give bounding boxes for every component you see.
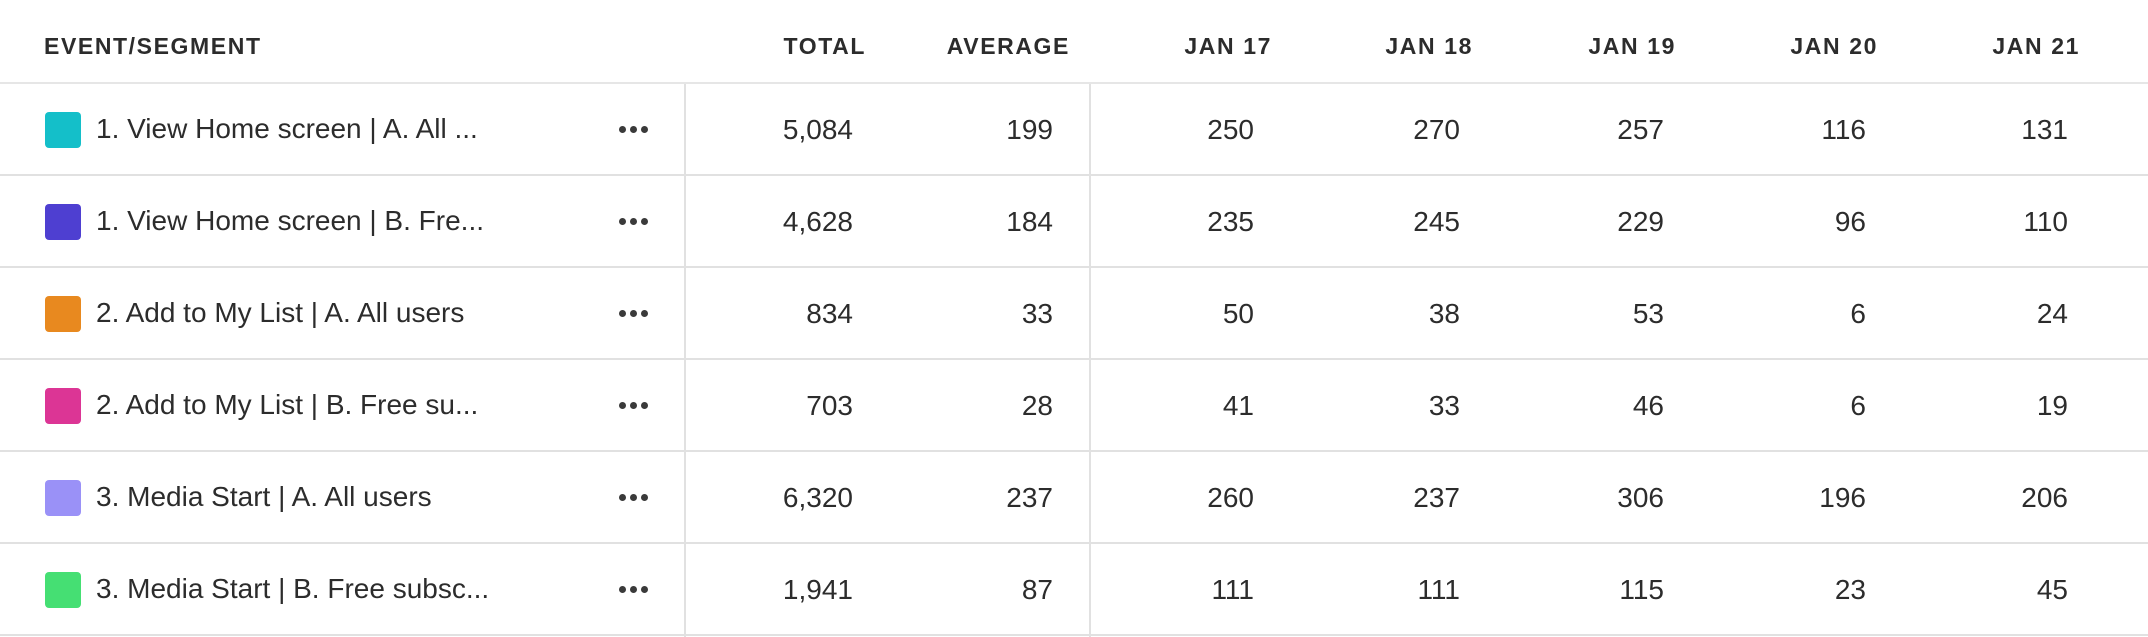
cell-day-value: 306	[1617, 482, 1664, 513]
more-horizontal-icon[interactable]	[610, 390, 654, 420]
more-dot	[630, 126, 637, 133]
cell-day-value: 237	[1413, 482, 1460, 513]
table-row[interactable]: 1. View Home screen | B. Fre... 4,628 184 2…	[0, 176, 2148, 268]
more-dot	[619, 310, 626, 317]
cell-day-value: 131	[2021, 114, 2068, 145]
more-dot	[619, 494, 626, 501]
cell-day-value: 270	[1413, 114, 1460, 145]
more-dot	[619, 126, 626, 133]
cell-day-value: 257	[1617, 114, 1664, 145]
cell-average: 28	[1021, 390, 1053, 421]
cell-day-value: 245	[1413, 206, 1460, 237]
column-divider	[684, 84, 686, 637]
column-header-jan-18[interactable]: JAN 18	[1385, 33, 1473, 59]
more-dot	[630, 310, 637, 317]
cell-day-value: 46	[1632, 390, 1664, 421]
table-row[interactable]: 2. Add to My List | A. All users 834 33 50 3…	[0, 268, 2148, 360]
column-header-jan-21[interactable]: JAN 21	[1992, 33, 2080, 59]
cell-day-value: 110	[2023, 206, 2068, 237]
cell-day-value: 33	[1428, 390, 1460, 421]
more-dot	[641, 310, 648, 317]
series-color-swatch	[45, 296, 81, 332]
cell-day-value: 38	[1428, 298, 1460, 329]
column-header-event-segment[interactable]: EVENT/SEGMENT	[44, 33, 262, 59]
series-color-swatch	[45, 388, 81, 424]
column-header-total[interactable]: TOTAL	[783, 33, 866, 59]
row-label: 2. Add to My List | B. Free su...	[96, 389, 479, 420]
cell-day-value: 6	[1850, 298, 1866, 329]
cell-total: 1,941	[782, 574, 853, 605]
cell-day-value: 41	[1222, 390, 1254, 421]
cell-day-value: 111	[1211, 574, 1254, 605]
cell-day-value: 116	[1821, 114, 1866, 145]
cell-day-value: 115	[1619, 574, 1664, 605]
cell-day-value: 111	[1417, 574, 1460, 605]
cell-total: 5,084	[782, 114, 853, 145]
cell-average: 33	[1021, 298, 1053, 329]
more-horizontal-icon[interactable]	[610, 482, 654, 512]
more-dot	[630, 402, 637, 409]
cell-total: 703	[806, 390, 853, 421]
cell-total: 4,628	[782, 206, 853, 237]
cell-average: 87	[1021, 574, 1053, 605]
row-label: 1. View Home screen | B. Fre...	[96, 205, 485, 236]
column-header-jan-19[interactable]: JAN 19	[1588, 33, 1676, 59]
more-dot	[630, 586, 637, 593]
more-dot	[641, 126, 648, 133]
series-color-swatch	[45, 204, 81, 240]
column-header-jan-20[interactable]: JAN 20	[1790, 33, 1878, 59]
more-dot	[641, 586, 648, 593]
more-horizontal-icon[interactable]	[610, 574, 654, 604]
column-header-jan-17[interactable]: JAN 17	[1184, 33, 1272, 59]
cell-day-value: 24	[2036, 298, 2068, 329]
table-row[interactable]: 3. Media Start | B. Free subsc... 1,941 87…	[0, 544, 2148, 636]
more-horizontal-icon[interactable]	[610, 206, 654, 236]
row-label: 2. Add to My List | A. All users	[96, 297, 465, 328]
cell-total: 834	[806, 298, 853, 329]
cell-day-value: 229	[1617, 206, 1664, 237]
cell-day-value: 19	[2036, 390, 2068, 421]
table-row[interactable]: 2. Add to My List | B. Free su... 703 28 41…	[0, 360, 2148, 452]
more-dot	[641, 218, 648, 225]
more-horizontal-icon[interactable]	[610, 298, 654, 328]
more-dot	[641, 494, 648, 501]
series-color-swatch	[45, 480, 81, 516]
more-dot	[619, 218, 626, 225]
cell-day-value: 235	[1207, 206, 1254, 237]
more-horizontal-icon[interactable]	[610, 114, 654, 144]
cell-day-value: 206	[2021, 482, 2068, 513]
cell-average: 237	[1006, 482, 1053, 513]
table-header: EVENT/SEGMENT TOTAL AVERAGE JAN 17 JAN 1…	[0, 0, 2148, 84]
cell-average: 184	[1006, 206, 1053, 237]
more-dot	[619, 402, 626, 409]
cell-day-value: 250	[1207, 114, 1254, 145]
series-color-swatch	[45, 112, 81, 148]
column-divider	[1089, 84, 1091, 637]
cell-total: 6,320	[782, 482, 853, 513]
more-dot	[630, 218, 637, 225]
row-label: 1. View Home screen | A. All ...	[96, 113, 478, 144]
more-dot	[641, 402, 648, 409]
series-color-swatch	[45, 572, 81, 608]
cell-day-value: 50	[1222, 298, 1254, 329]
more-dot	[619, 586, 626, 593]
cell-day-value: 196	[1819, 482, 1866, 513]
cell-day-value: 260	[1207, 482, 1254, 513]
table-row[interactable]: 1. View Home screen | A. All ... 5,084 199…	[0, 84, 2148, 176]
cell-day-value: 23	[1834, 574, 1866, 605]
column-header-average[interactable]: AVERAGE	[946, 33, 1070, 59]
cell-day-value: 45	[2036, 574, 2068, 605]
row-label: 3. Media Start | B. Free subsc...	[96, 573, 490, 604]
cell-day-value: 53	[1632, 298, 1664, 329]
cell-average: 199	[1006, 114, 1053, 145]
row-label: 3. Media Start | A. All users	[96, 481, 432, 512]
table-row[interactable]: 3. Media Start | A. All users 6,320 237 260…	[0, 452, 2148, 544]
more-dot	[630, 494, 637, 501]
cell-day-value: 96	[1834, 206, 1866, 237]
cell-day-value: 6	[1850, 390, 1866, 421]
